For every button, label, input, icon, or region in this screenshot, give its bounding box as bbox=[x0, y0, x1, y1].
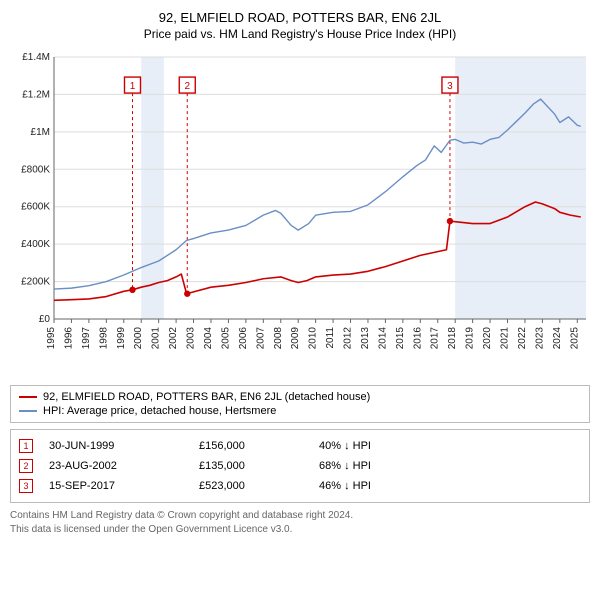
y-tick-label: £0 bbox=[39, 314, 51, 325]
x-tick-label: 2002 bbox=[168, 327, 179, 350]
marker-date: 23-AUG-2002 bbox=[49, 460, 199, 472]
x-tick-label: 2016 bbox=[412, 327, 423, 350]
chart-svg: £0 £200K £400K £600K £800K £1M £1.2M £1.4M 1995 1… bbox=[10, 49, 590, 379]
marker-price: £156,000 bbox=[199, 440, 319, 452]
chart-band bbox=[455, 57, 586, 319]
x-tick-label: 1996 bbox=[63, 327, 74, 350]
legend-label: HPI: Average price, detached house, Hert… bbox=[43, 405, 276, 417]
x-tick-label: 1999 bbox=[116, 327, 127, 350]
marker-date: 15-SEP-2017 bbox=[49, 480, 199, 492]
y-tick-label: £1M bbox=[31, 127, 50, 138]
x-tick-label: 2023 bbox=[534, 327, 545, 350]
legend-swatch bbox=[19, 410, 37, 412]
footer-attribution: Contains HM Land Registry data © Crown c… bbox=[10, 509, 590, 536]
x-tick-label: 2012 bbox=[343, 327, 354, 350]
x-tick-label: 1998 bbox=[98, 327, 109, 350]
x-tick-label: 2021 bbox=[500, 327, 511, 350]
callout-dot bbox=[129, 287, 135, 293]
callout-number: 1 bbox=[130, 81, 136, 92]
marker-row: 3 15-SEP-2017£523,00046% ↓ HPI bbox=[19, 476, 581, 496]
y-tick-label: £800K bbox=[21, 164, 50, 175]
x-tick-label: 2025 bbox=[569, 327, 580, 350]
chart-subtitle: Price paid vs. HM Land Registry's House … bbox=[10, 27, 590, 41]
legend: 92, ELMFIELD ROAD, POTTERS BAR, EN6 2JL … bbox=[10, 385, 590, 423]
x-tick-label: 2007 bbox=[255, 327, 266, 350]
x-tick-label: 2001 bbox=[151, 327, 162, 350]
marker-chip: 2 bbox=[19, 459, 33, 473]
chart-band bbox=[141, 57, 164, 319]
x-tick-label: 2015 bbox=[395, 327, 406, 350]
x-tick-label: 2009 bbox=[290, 327, 301, 350]
marker-row: 2 23-AUG-2002£135,00068% ↓ HPI bbox=[19, 456, 581, 476]
footer-line1: Contains HM Land Registry data © Crown c… bbox=[10, 509, 590, 523]
x-tick-label: 2013 bbox=[360, 327, 371, 350]
marker-chip: 1 bbox=[19, 439, 33, 453]
marker-delta: 68% ↓ HPI bbox=[319, 460, 581, 472]
y-tick-label: £200K bbox=[21, 277, 50, 288]
y-tick-label: £400K bbox=[21, 239, 50, 250]
marker-price: £523,000 bbox=[199, 480, 319, 492]
chart-title: 92, ELMFIELD ROAD, POTTERS BAR, EN6 2JL bbox=[10, 10, 590, 25]
x-tick-label: 1995 bbox=[46, 327, 57, 350]
legend-label: 92, ELMFIELD ROAD, POTTERS BAR, EN6 2JL … bbox=[43, 391, 370, 403]
x-tick-label: 2010 bbox=[308, 327, 319, 350]
legend-swatch bbox=[19, 396, 37, 398]
x-tick-label: 2020 bbox=[482, 327, 493, 350]
legend-row: HPI: Average price, detached house, Hert… bbox=[19, 404, 581, 418]
callout-dot bbox=[184, 291, 190, 297]
x-tick-label: 2019 bbox=[465, 327, 476, 350]
x-tick-label: 1997 bbox=[81, 327, 92, 350]
marker-chip: 3 bbox=[19, 479, 33, 493]
callout-number: 3 bbox=[447, 81, 453, 92]
markers-table: 1 30-JUN-1999£156,00040% ↓ HPI 2 23-AUG-200… bbox=[10, 429, 590, 503]
y-tick-label: £1.4M bbox=[22, 52, 50, 63]
x-tick-label: 2018 bbox=[447, 327, 458, 350]
y-tick-label: £1.2M bbox=[22, 89, 50, 100]
x-tick-label: 2006 bbox=[238, 327, 249, 350]
callout-dot bbox=[447, 218, 453, 224]
marker-delta: 40% ↓ HPI bbox=[319, 440, 581, 452]
x-tick-label: 2003 bbox=[186, 327, 197, 350]
x-tick-label: 2017 bbox=[430, 327, 441, 350]
callout-number: 2 bbox=[184, 81, 190, 92]
y-tick-label: £600K bbox=[21, 202, 50, 213]
footer-line2: This data is licensed under the Open Gov… bbox=[10, 523, 590, 537]
x-tick-label: 2005 bbox=[220, 327, 231, 350]
x-tick-label: 2022 bbox=[517, 327, 528, 350]
x-tick-label: 2011 bbox=[325, 327, 336, 349]
marker-delta: 46% ↓ HPI bbox=[319, 480, 581, 492]
marker-row: 1 30-JUN-1999£156,00040% ↓ HPI bbox=[19, 436, 581, 456]
legend-row: 92, ELMFIELD ROAD, POTTERS BAR, EN6 2JL … bbox=[19, 390, 581, 404]
marker-date: 30-JUN-1999 bbox=[49, 440, 199, 452]
x-tick-label: 2008 bbox=[273, 327, 284, 350]
x-tick-label: 2004 bbox=[203, 327, 214, 350]
x-tick-label: 2014 bbox=[377, 327, 388, 350]
x-tick-label: 2000 bbox=[133, 327, 144, 350]
x-tick-label: 2024 bbox=[552, 327, 563, 350]
marker-price: £135,000 bbox=[199, 460, 319, 472]
chart-area: £0 £200K £400K £600K £800K £1M £1.2M £1.4M 1995 1… bbox=[10, 49, 590, 379]
